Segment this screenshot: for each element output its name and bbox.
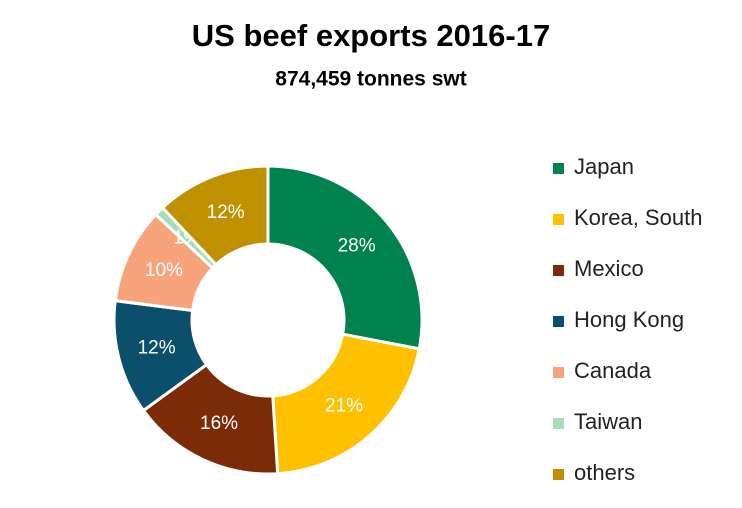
donut-slice — [160, 164, 270, 267]
legend-label: Taiwan — [574, 409, 642, 434]
chart-subtitle: 874,459 tonnes swt — [275, 68, 466, 91]
legend-swatch — [553, 265, 564, 276]
donut-slice — [266, 164, 424, 351]
data-label: 28% — [338, 236, 376, 257]
legend-label: Mexico — [574, 256, 644, 281]
data-label: 10% — [145, 260, 183, 281]
legend-swatch — [553, 316, 564, 327]
data-label: 21% — [325, 395, 363, 416]
legend-label: Canada — [574, 358, 652, 383]
legend-swatch — [553, 418, 564, 429]
data-label: 12% — [138, 338, 176, 359]
legend-swatch — [553, 367, 564, 378]
legend-swatch — [553, 163, 564, 174]
legend-label: Japan — [574, 154, 634, 179]
legend-label: Hong Kong — [574, 307, 684, 332]
legend-swatch — [553, 469, 564, 480]
data-label: 12% — [207, 202, 245, 223]
legend-swatch — [553, 214, 564, 225]
donut-slice — [271, 332, 422, 476]
chart-title: US beef exports 2016-17 — [192, 18, 550, 53]
data-label: 16% — [200, 413, 238, 434]
legend-label: others — [574, 460, 635, 485]
legend-label: Korea, South — [574, 205, 702, 230]
